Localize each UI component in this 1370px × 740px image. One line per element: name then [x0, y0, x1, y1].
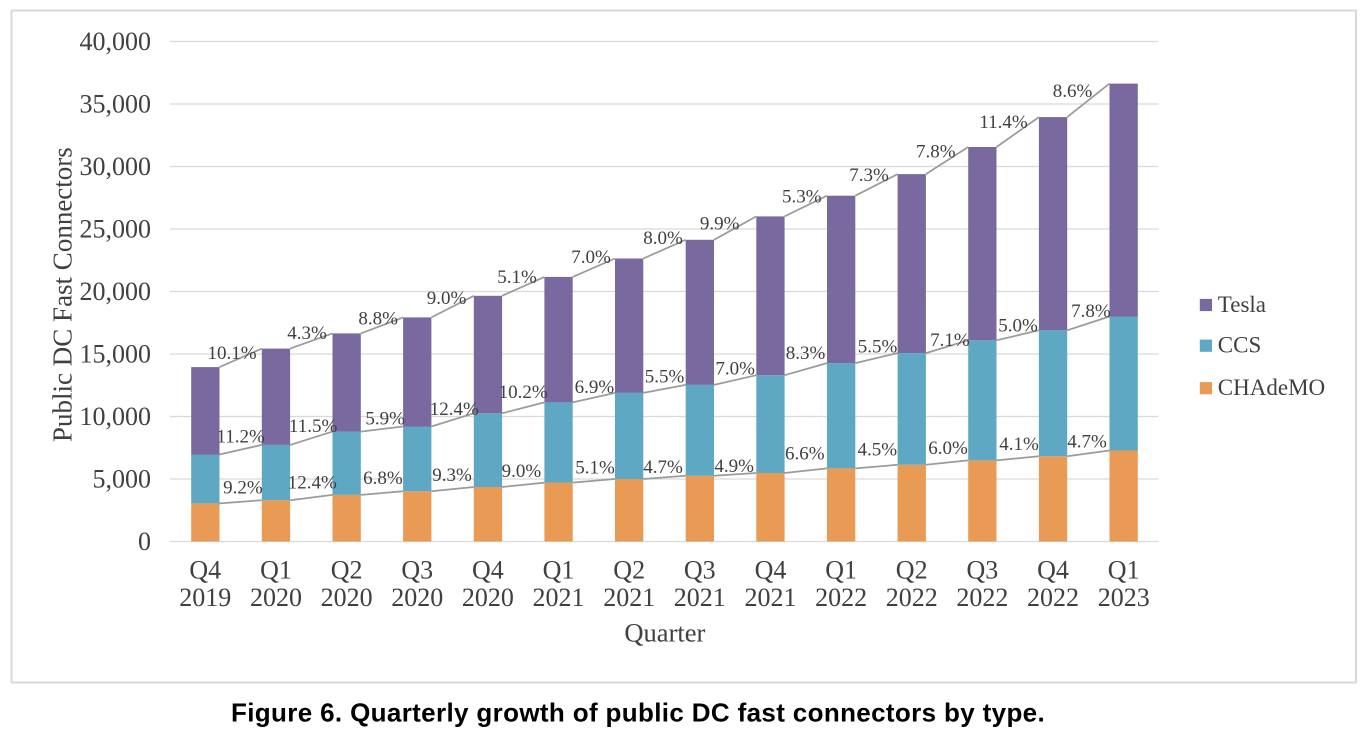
svg-text:2022: 2022 [886, 583, 938, 612]
svg-text:2022: 2022 [1027, 583, 1079, 612]
svg-text:2019: 2019 [179, 583, 231, 612]
svg-text:10,000: 10,000 [80, 402, 152, 431]
svg-text:11.4%: 11.4% [979, 112, 1028, 133]
svg-text:Q1: Q1 [543, 556, 575, 585]
svg-text:4.9%: 4.9% [714, 456, 754, 477]
svg-text:Q4: Q4 [1037, 556, 1069, 585]
svg-text:5.1%: 5.1% [575, 457, 615, 478]
svg-text:9.0%: 9.0% [502, 461, 542, 482]
svg-text:Q1: Q1 [1108, 556, 1140, 585]
svg-text:40,000: 40,000 [80, 27, 152, 56]
svg-text:9.2%: 9.2% [223, 478, 263, 499]
svg-text:Q3: Q3 [684, 556, 716, 585]
svg-text:7.0%: 7.0% [715, 358, 755, 379]
svg-text:8.3%: 8.3% [786, 343, 826, 364]
svg-text:2021: 2021 [533, 583, 585, 612]
svg-text:5.9%: 5.9% [365, 409, 405, 430]
svg-text:35,000: 35,000 [80, 90, 152, 119]
svg-text:2022: 2022 [956, 583, 1008, 612]
svg-text:4.7%: 4.7% [1067, 432, 1107, 453]
svg-text:8.0%: 8.0% [643, 228, 683, 249]
svg-text:5.1%: 5.1% [497, 267, 537, 288]
svg-text:7.3%: 7.3% [849, 165, 889, 186]
svg-text:Quarter: Quarter [624, 618, 705, 648]
svg-text:Q2: Q2 [613, 556, 645, 585]
svg-text:25,000: 25,000 [80, 215, 152, 244]
svg-text:Q3: Q3 [967, 556, 999, 585]
svg-text:10.2%: 10.2% [499, 382, 548, 403]
svg-text:6.9%: 6.9% [575, 377, 615, 398]
svg-text:4.3%: 4.3% [287, 323, 327, 344]
svg-text:4.5%: 4.5% [858, 440, 898, 461]
svg-text:2021: 2021 [603, 583, 655, 612]
svg-text:9.0%: 9.0% [427, 288, 467, 309]
svg-text:7.0%: 7.0% [571, 247, 611, 268]
svg-text:12.4%: 12.4% [430, 399, 479, 420]
svg-text:7.1%: 7.1% [930, 330, 970, 351]
svg-text:2020: 2020 [462, 583, 514, 612]
svg-text:Q2: Q2 [896, 556, 928, 585]
svg-text:Q4: Q4 [472, 556, 504, 585]
svg-text:8.8%: 8.8% [358, 309, 398, 330]
svg-text:6.8%: 6.8% [363, 468, 403, 489]
svg-text:9.9%: 9.9% [700, 213, 740, 234]
svg-text:2021: 2021 [674, 583, 726, 612]
svg-text:2023: 2023 [1098, 583, 1150, 612]
svg-text:2021: 2021 [745, 583, 797, 612]
svg-text:15,000: 15,000 [80, 340, 152, 369]
svg-text:7.8%: 7.8% [916, 142, 956, 163]
svg-text:Public DC Fast Connectors: Public DC Fast Connectors [47, 147, 77, 442]
svg-text:2022: 2022 [815, 583, 867, 612]
svg-text:10.1%: 10.1% [207, 343, 256, 364]
svg-text:11.5%: 11.5% [289, 416, 338, 437]
svg-text:11.2%: 11.2% [217, 426, 266, 447]
svg-text:2020: 2020 [250, 583, 302, 612]
svg-text:Q4: Q4 [189, 556, 221, 585]
svg-text:2020: 2020 [391, 583, 443, 612]
svg-text:9.3%: 9.3% [432, 465, 472, 486]
svg-text:Tesla: Tesla [1218, 292, 1266, 317]
svg-text:5.0%: 5.0% [998, 315, 1038, 336]
svg-text:Q2: Q2 [331, 556, 363, 585]
svg-text:12.4%: 12.4% [288, 473, 337, 494]
svg-text:6.6%: 6.6% [785, 443, 825, 464]
svg-text:7.8%: 7.8% [1071, 301, 1111, 322]
svg-text:30,000: 30,000 [80, 152, 152, 181]
svg-text:Q1: Q1 [825, 556, 857, 585]
svg-text:4.1%: 4.1% [999, 434, 1039, 455]
svg-text:5.5%: 5.5% [858, 337, 898, 358]
svg-text:Q3: Q3 [401, 556, 433, 585]
svg-text:CHAdeMO: CHAdeMO [1218, 375, 1325, 400]
svg-text:20,000: 20,000 [80, 277, 152, 306]
svg-text:2020: 2020 [321, 583, 373, 612]
svg-text:Q1: Q1 [260, 556, 292, 585]
svg-text:8.6%: 8.6% [1053, 81, 1093, 102]
svg-text:5.3%: 5.3% [782, 187, 822, 208]
svg-text:Figure 6. Quarterly growth of: Figure 6. Quarterly growth of public DC … [231, 698, 1045, 728]
svg-text:Q4: Q4 [755, 556, 787, 585]
svg-text:5.5%: 5.5% [645, 367, 685, 388]
svg-text:6.0%: 6.0% [928, 438, 968, 459]
svg-text:CCS: CCS [1218, 333, 1261, 358]
svg-text:4.7%: 4.7% [643, 457, 683, 478]
svg-text:5,000: 5,000 [93, 465, 152, 494]
svg-text:0: 0 [138, 527, 151, 556]
